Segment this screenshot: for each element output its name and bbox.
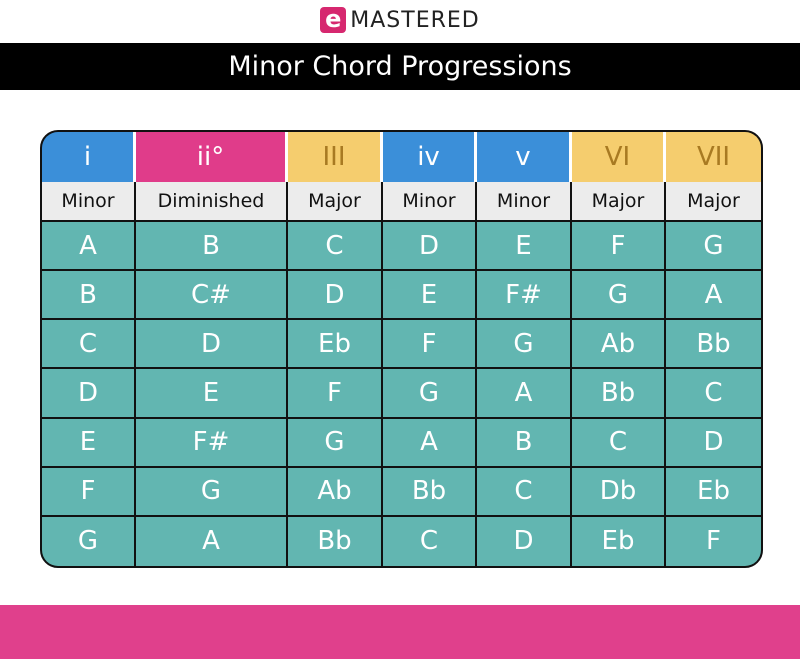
chord-cell: D — [288, 271, 383, 321]
numeral-header: VI — [572, 132, 666, 182]
chord-cell: F# — [477, 271, 572, 321]
chord-cell: G — [666, 222, 761, 272]
quality-header: Diminished — [136, 182, 288, 222]
chord-cell: C — [666, 369, 761, 419]
quality-header: Major — [288, 182, 383, 222]
chord-cell: E — [477, 222, 572, 272]
chord-cell: G — [572, 271, 666, 321]
chord-cell: E — [42, 418, 136, 468]
chord-cell: Bb — [572, 369, 666, 419]
chord-cell: Eb — [572, 516, 666, 566]
logo-mark: e — [320, 7, 347, 33]
chord-cell: B — [477, 418, 572, 468]
numeral-header: v — [477, 132, 572, 182]
numeral-header: III — [288, 132, 383, 182]
chord-cell: D — [666, 418, 761, 468]
chord-cell: D — [383, 222, 477, 272]
chord-cell: B — [136, 222, 288, 272]
chord-cell: D — [477, 516, 572, 566]
chord-cell: F — [42, 467, 136, 517]
quality-header: Minor — [42, 182, 136, 222]
chord-cell: E — [383, 271, 477, 321]
chord-cell: D — [42, 369, 136, 419]
numeral-header: iv — [383, 132, 477, 182]
chord-cell: G — [477, 320, 572, 370]
numeral-header: i — [42, 132, 136, 182]
chord-cell: G — [383, 369, 477, 419]
chord-cell: A — [666, 271, 761, 321]
chord-cell: C — [383, 516, 477, 566]
chord-cell: F — [383, 320, 477, 370]
chord-cell: C — [477, 467, 572, 517]
chord-cell: B — [42, 271, 136, 321]
chord-cell: E — [136, 369, 288, 419]
chord-cell: Eb — [666, 467, 761, 517]
logo-text: MASTERED — [350, 7, 480, 33]
quality-header: Major — [666, 182, 761, 222]
chord-cell: Db — [572, 467, 666, 517]
chord-cell: C — [572, 418, 666, 468]
chord-cell: F# — [136, 418, 288, 468]
chord-cell: F — [288, 369, 383, 419]
chord-cell: Ab — [288, 467, 383, 517]
chord-cell: Bb — [383, 467, 477, 517]
chord-cell: F — [666, 516, 761, 566]
numeral-header: VII — [666, 132, 761, 182]
chord-cell: Bb — [666, 320, 761, 370]
chord-cell: G — [288, 418, 383, 468]
page-title: Minor Chord Progressions — [0, 43, 800, 90]
chord-cell: G — [136, 467, 288, 517]
chord-cell: C — [42, 320, 136, 370]
quality-header: Major — [572, 182, 666, 222]
logo: e MASTERED — [0, 7, 800, 33]
quality-header: Minor — [383, 182, 477, 222]
chord-cell: Bb — [288, 516, 383, 566]
chord-cell: C — [288, 222, 383, 272]
chord-cell: A — [42, 222, 136, 272]
chord-cell: A — [383, 418, 477, 468]
chord-cell: G — [42, 516, 136, 566]
chord-cell: D — [136, 320, 288, 370]
chord-cell: A — [136, 516, 288, 566]
quality-header: Minor — [477, 182, 572, 222]
footer-bar — [0, 605, 800, 659]
chord-cell: Ab — [572, 320, 666, 370]
chord-cell: C# — [136, 271, 288, 321]
numeral-header: ii° — [136, 132, 288, 182]
chord-cell: F — [572, 222, 666, 272]
chord-cell: Eb — [288, 320, 383, 370]
chord-cell: A — [477, 369, 572, 419]
chord-table: i ii° III iv v VI VII Minor Diminished Major Minor… — [40, 130, 763, 568]
